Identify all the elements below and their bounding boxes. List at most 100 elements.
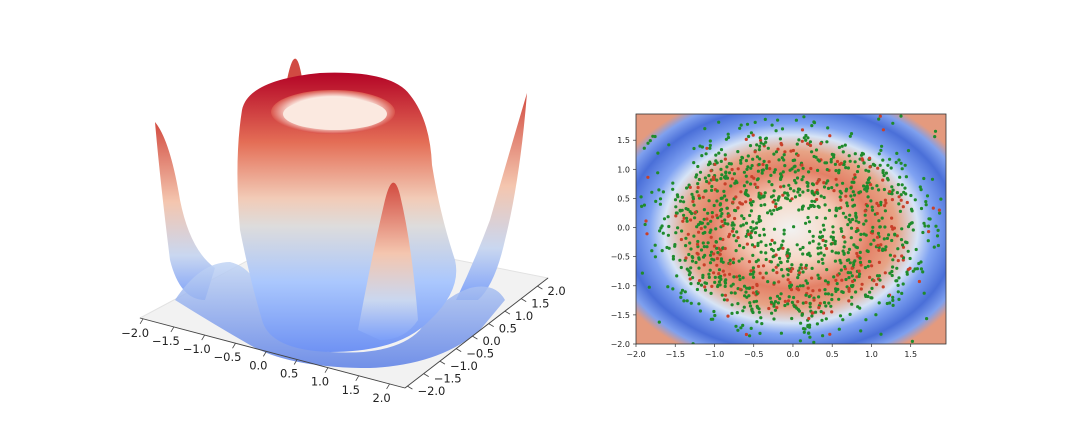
scatter-point (646, 175, 650, 179)
scatter-point (712, 252, 716, 256)
scatter-point (753, 245, 757, 249)
scatter-point (811, 289, 815, 293)
scatter-point (753, 120, 757, 124)
scatter-point (778, 137, 783, 141)
scatter-point (832, 155, 836, 159)
scatter-point (898, 209, 903, 213)
scatter-point (770, 123, 774, 127)
scatter-point (839, 198, 843, 202)
scatter-point (724, 174, 728, 178)
scatter-point (817, 159, 822, 163)
scatter-point (720, 212, 724, 216)
scatter-point (828, 332, 832, 336)
scatter-point (919, 188, 923, 192)
scatter-point (781, 274, 785, 278)
scatter-point (722, 189, 726, 193)
scatter-point (859, 232, 863, 236)
scatter-point (818, 235, 822, 239)
scatter-point (808, 305, 812, 309)
scatter-point (825, 246, 829, 251)
scatter-point (745, 295, 749, 299)
scatter-point (867, 259, 872, 264)
scatter-point (782, 158, 786, 162)
scatter-point (744, 290, 748, 294)
scatter-point (773, 300, 778, 304)
scatter-point (880, 216, 884, 220)
scatter-point (870, 208, 875, 212)
scatter-point (764, 243, 768, 247)
scatter-point (822, 253, 826, 257)
scatter-point (900, 291, 904, 295)
scatter-point (895, 191, 900, 195)
scatter-point (645, 232, 649, 236)
scatter-point (703, 285, 707, 289)
scatter-point (769, 173, 773, 177)
scatter-point (751, 200, 755, 204)
scatter-point (712, 244, 717, 248)
scatter-point (821, 311, 826, 315)
scatter-point (678, 258, 682, 262)
scatter-point (913, 267, 917, 271)
scatter-point (740, 214, 744, 218)
scatter-point (890, 273, 894, 278)
scatter-point (760, 171, 764, 175)
scatter-point (836, 287, 840, 291)
scatter-point (658, 229, 662, 233)
scatter-point (686, 232, 690, 236)
scatter-point (783, 164, 787, 168)
scatter-point (901, 282, 905, 286)
scatter-point (725, 165, 729, 169)
scatter-point (794, 118, 799, 122)
scatter-point (783, 299, 787, 303)
scatter-point (703, 225, 707, 229)
scatter-point (891, 258, 895, 262)
scatter-point (795, 243, 799, 247)
scatter-point (931, 206, 935, 210)
scatter-point (868, 290, 872, 294)
scatter-point (759, 240, 763, 244)
scatter-point (882, 237, 886, 241)
heatmap-x-tick-label: 1.5 (904, 350, 917, 359)
scatter-point (854, 290, 858, 294)
scatter-point (852, 243, 856, 247)
scatter-point (768, 167, 772, 171)
scatter-point (829, 157, 833, 162)
y-axis-line (404, 277, 549, 389)
x-axis-tick (201, 334, 206, 341)
scatter-point (883, 209, 888, 213)
scatter-point (893, 254, 897, 258)
scatter-point (673, 198, 678, 202)
scatter-point (783, 191, 787, 195)
scatter-point (751, 285, 755, 290)
scatter-point (829, 160, 833, 164)
scatter-point (839, 268, 843, 272)
scatter-point (806, 286, 810, 290)
scatter-point (891, 303, 895, 307)
scatter-point (770, 238, 774, 242)
scatter-point (756, 264, 761, 268)
scatter-point (697, 194, 701, 198)
scatter-point (748, 144, 753, 148)
scatter-point (849, 271, 853, 275)
scatter-point (829, 235, 833, 239)
scatter-point (644, 219, 648, 223)
scatter-point (723, 218, 727, 222)
scatter-point (692, 234, 696, 238)
scatter-point (879, 200, 883, 204)
scatter-point (866, 195, 870, 199)
scatter-point (800, 139, 804, 143)
scatter-point (811, 239, 815, 243)
scatter-point (838, 195, 842, 199)
scatter-point (770, 212, 774, 216)
scatter-point (749, 131, 754, 135)
scatter-point (661, 190, 666, 194)
scatter-point (657, 188, 661, 192)
scatter-point (659, 226, 663, 230)
scatter-point (736, 328, 740, 332)
scatter-point (712, 203, 716, 208)
scatter-point (883, 225, 887, 229)
scatter-point (827, 208, 832, 212)
scatter-point (700, 154, 704, 158)
scatter-point (701, 241, 705, 245)
scatter-point (749, 166, 753, 170)
